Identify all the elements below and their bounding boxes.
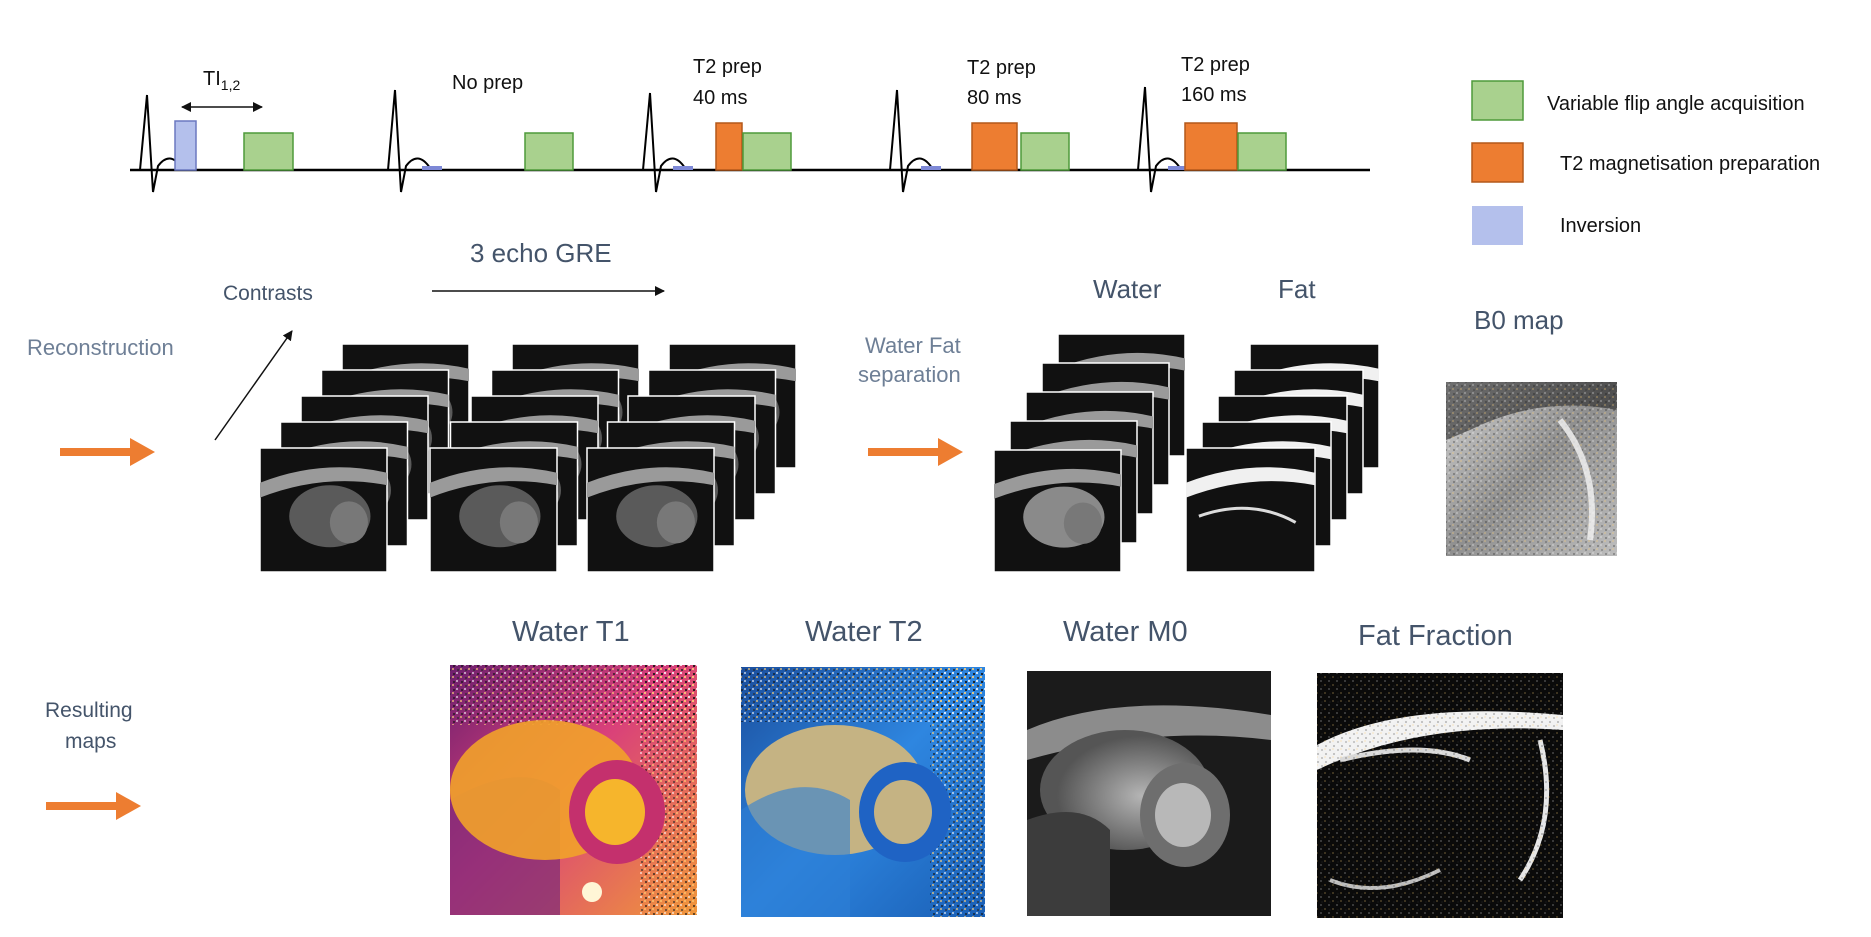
- echo-label: 3 echo GRE: [470, 238, 612, 268]
- legend-label-acquisition: Variable flip angle acquisition: [1547, 93, 1805, 115]
- segment-label-t2-80-line1: T2 prep: [967, 57, 1036, 79]
- map-title-water-t1: Water T1: [512, 616, 630, 648]
- fat-fraction-map: [1317, 673, 1563, 918]
- map-title-water-m0: Water M0: [1063, 616, 1188, 648]
- echo-stack-1-frame-1: [259, 447, 388, 573]
- acquisition-block-4: [1020, 132, 1070, 171]
- echo-stack-2-frame-1: [429, 447, 558, 573]
- ecg-trace-4: [882, 89, 933, 193]
- results-label-line1: Resulting: [45, 699, 133, 722]
- separation-arrow: [868, 438, 963, 466]
- reconstruction-label: Reconstruction: [27, 335, 174, 360]
- acquisition-block-2: [524, 132, 574, 171]
- b0-map-image: [1446, 382, 1617, 556]
- echo-stack-3-frame-1: [586, 447, 715, 573]
- ti-label: TI1,2: [203, 68, 240, 93]
- results-arrow: [46, 792, 141, 820]
- reconstruction-arrow: [60, 438, 155, 466]
- inversion-pulse: [174, 120, 197, 171]
- b0-map-label: B0 map: [1474, 305, 1564, 335]
- reconstruction-section: Reconstruction Contrasts 3 echo GRE Wate…: [27, 238, 1617, 573]
- map-title-water-t2: Water T2: [805, 616, 923, 648]
- acquisition-block-5: [1237, 132, 1287, 171]
- segment-label-t2-80-line2: 80 ms: [967, 87, 1021, 109]
- legend-label-inversion: Inversion: [1560, 215, 1641, 237]
- ecg-trace-2: [380, 89, 431, 193]
- contrast-image-stacks: [259, 333, 1380, 573]
- water-t2-map: [741, 667, 985, 917]
- legend-swatch-acquisition: [1471, 80, 1524, 121]
- sequence-timeline: TI1,2 No prep T2 prep 40 ms T2 prep 80 m…: [130, 54, 1370, 193]
- segment-label-no-prep: No prep: [452, 72, 523, 94]
- water-label: Water: [1093, 274, 1162, 304]
- results-label-line2: maps: [65, 730, 116, 753]
- separation-label-line1: Water Fat: [865, 333, 961, 358]
- t2-prep-block-160: [1184, 122, 1238, 171]
- separation-label-line2: separation: [858, 362, 961, 387]
- contrasts-arrow: [214, 330, 293, 441]
- ecg-trace-3: [635, 92, 686, 193]
- map-title-fat-fraction: Fat Fraction: [1358, 620, 1513, 652]
- t2-prep-block-40: [715, 122, 743, 171]
- ecg-trace-5: [1130, 86, 1181, 193]
- inversion-marker-2: [422, 166, 442, 170]
- legend: Variable flip angle acquisition T2 magne…: [1471, 80, 1820, 245]
- fat-label: Fat: [1278, 274, 1316, 304]
- inversion-marker-5: [1168, 166, 1188, 170]
- water-stack-frame-1: [993, 449, 1122, 573]
- results-section: Resulting maps Water T1 Water T2 Water M…: [45, 616, 1563, 918]
- segment-label-t2-160-line2: 160 ms: [1181, 84, 1247, 106]
- segment-label-t2-160-line1: T2 prep: [1181, 54, 1250, 76]
- acquisition-block-1: [243, 132, 294, 171]
- acquisition-block-3: [742, 132, 792, 171]
- legend-label-t2-prep: T2 magnetisation preparation: [1560, 153, 1820, 175]
- water-t1-map: [450, 665, 697, 915]
- t2-prep-block-80: [971, 122, 1018, 171]
- legend-swatch-inversion: [1472, 206, 1523, 245]
- ecg-trace-1: [130, 94, 183, 193]
- fat-stack-frame-1: [1185, 447, 1316, 573]
- segment-label-t2-40-line2: 40 ms: [693, 87, 747, 109]
- contrasts-label: Contrasts: [223, 282, 313, 305]
- water-m0-map: [1027, 671, 1271, 916]
- legend-swatch-t2-prep: [1471, 142, 1524, 183]
- inversion-marker-3: [673, 166, 693, 170]
- segment-label-t2-40-line1: T2 prep: [693, 56, 762, 78]
- inversion-marker-4: [921, 166, 941, 170]
